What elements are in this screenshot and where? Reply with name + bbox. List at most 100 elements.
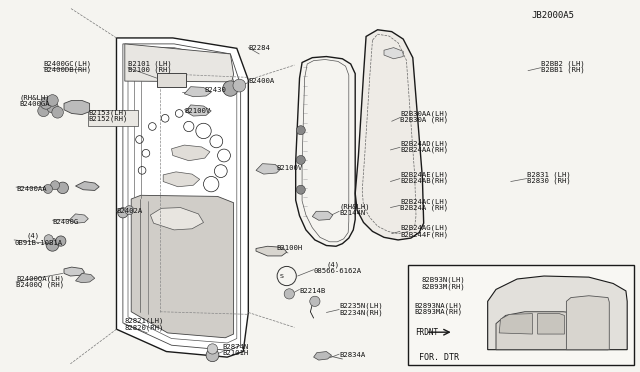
Circle shape xyxy=(499,291,522,314)
Polygon shape xyxy=(131,195,234,338)
Text: 0B91B-10B1A: 0B91B-10B1A xyxy=(14,240,62,246)
Circle shape xyxy=(284,289,294,299)
Text: 82820(RH): 82820(RH) xyxy=(125,324,164,331)
Text: B2100H: B2100H xyxy=(276,246,303,251)
Circle shape xyxy=(47,102,58,113)
Text: B2831 (LH): B2831 (LH) xyxy=(527,171,570,178)
Circle shape xyxy=(51,181,60,190)
Text: B2400AA: B2400AA xyxy=(16,186,47,192)
Polygon shape xyxy=(163,172,200,187)
Text: B2400GC(LH): B2400GC(LH) xyxy=(44,60,92,67)
Polygon shape xyxy=(538,314,564,334)
Text: FOR. DTR: FOR. DTR xyxy=(419,353,460,362)
Polygon shape xyxy=(116,38,248,357)
Text: B2B24AG(LH): B2B24AG(LH) xyxy=(400,225,448,231)
Text: B2100V: B2100V xyxy=(184,108,211,114)
Bar xyxy=(408,265,634,365)
Polygon shape xyxy=(76,182,99,190)
Circle shape xyxy=(310,296,320,307)
Circle shape xyxy=(125,206,134,215)
Text: B2400DB(RH): B2400DB(RH) xyxy=(44,67,92,73)
Text: FRDNT: FRDNT xyxy=(415,328,438,337)
Circle shape xyxy=(52,107,63,118)
Text: B2400Q (RH): B2400Q (RH) xyxy=(16,281,64,288)
Polygon shape xyxy=(312,211,333,220)
Text: B2B24AB(RH): B2B24AB(RH) xyxy=(400,178,448,185)
Text: B2400GA: B2400GA xyxy=(19,101,50,107)
Polygon shape xyxy=(69,214,88,223)
Text: JB2000A5: JB2000A5 xyxy=(531,11,574,20)
Text: B2234N(RH): B2234N(RH) xyxy=(339,309,383,316)
Text: B2B244F(RH): B2B244F(RH) xyxy=(400,231,448,238)
Circle shape xyxy=(206,349,219,362)
Text: B2400G: B2400G xyxy=(52,219,79,225)
Text: B2214B: B2214B xyxy=(300,288,326,294)
Text: 82B93M(RH): 82B93M(RH) xyxy=(421,283,465,290)
Circle shape xyxy=(46,238,59,251)
Circle shape xyxy=(40,98,52,109)
Polygon shape xyxy=(566,296,609,350)
Text: B2400QA(LH): B2400QA(LH) xyxy=(16,275,64,282)
Polygon shape xyxy=(256,164,280,174)
Text: B2893NA(LH): B2893NA(LH) xyxy=(415,302,463,309)
Polygon shape xyxy=(64,100,90,115)
Text: B2BB2 (LH): B2BB2 (LH) xyxy=(541,60,584,67)
Text: B2430: B2430 xyxy=(205,87,227,93)
Circle shape xyxy=(223,81,238,96)
Text: B2235N(LH): B2235N(LH) xyxy=(339,303,383,310)
Text: B2874N: B2874N xyxy=(223,344,249,350)
Polygon shape xyxy=(488,276,627,350)
Circle shape xyxy=(44,185,52,193)
Circle shape xyxy=(38,105,49,116)
Polygon shape xyxy=(172,145,210,161)
Circle shape xyxy=(118,208,128,218)
Text: (4): (4) xyxy=(27,233,40,240)
Text: B2BB1 (RH): B2BB1 (RH) xyxy=(541,67,584,73)
Polygon shape xyxy=(76,273,95,283)
Text: B2402A: B2402A xyxy=(116,208,143,214)
Circle shape xyxy=(57,182,68,193)
Circle shape xyxy=(207,344,218,354)
Polygon shape xyxy=(186,105,211,116)
Polygon shape xyxy=(157,73,186,87)
Text: B2B24AE(LH): B2B24AE(LH) xyxy=(400,171,448,178)
Text: B2100 (RH): B2100 (RH) xyxy=(128,67,172,73)
Text: B2B24AC(LH): B2B24AC(LH) xyxy=(400,198,448,205)
Text: B2893MA(RH): B2893MA(RH) xyxy=(415,308,463,315)
Text: B2830 (RH): B2830 (RH) xyxy=(527,178,570,185)
Text: 08566-6162A: 08566-6162A xyxy=(314,268,362,274)
Text: B2152(RH): B2152(RH) xyxy=(88,116,128,122)
Polygon shape xyxy=(184,87,211,97)
Circle shape xyxy=(44,235,53,244)
Text: 82B93N(LH): 82B93N(LH) xyxy=(421,277,465,283)
Text: B2B24A (RH): B2B24A (RH) xyxy=(400,204,448,211)
Text: B2101H: B2101H xyxy=(223,350,249,356)
Circle shape xyxy=(296,185,305,194)
Text: B2B24AA(RH): B2B24AA(RH) xyxy=(400,147,448,153)
Text: B2B30A (RH): B2B30A (RH) xyxy=(400,117,448,124)
Text: B2101 (LH): B2101 (LH) xyxy=(128,60,172,67)
Text: S: S xyxy=(280,273,284,279)
Polygon shape xyxy=(64,267,84,276)
Polygon shape xyxy=(384,48,403,59)
Circle shape xyxy=(504,296,517,308)
Text: B2100V: B2100V xyxy=(276,165,303,171)
Circle shape xyxy=(602,296,614,308)
Text: (4): (4) xyxy=(326,261,340,268)
Text: B2144N: B2144N xyxy=(339,210,365,216)
Polygon shape xyxy=(314,352,332,360)
Text: (RH&LH): (RH&LH) xyxy=(19,94,50,101)
Circle shape xyxy=(596,291,620,314)
Polygon shape xyxy=(496,312,608,350)
Polygon shape xyxy=(499,314,532,334)
Text: (RH&LH): (RH&LH) xyxy=(339,203,370,210)
Text: B2B24AD(LH): B2B24AD(LH) xyxy=(400,140,448,147)
Text: B2400A: B2400A xyxy=(248,78,275,84)
Polygon shape xyxy=(125,44,234,82)
Text: B2834A: B2834A xyxy=(339,352,365,358)
Circle shape xyxy=(47,95,58,106)
Text: B2284: B2284 xyxy=(248,45,270,51)
Circle shape xyxy=(56,236,66,246)
Polygon shape xyxy=(355,30,424,240)
Circle shape xyxy=(296,126,305,135)
